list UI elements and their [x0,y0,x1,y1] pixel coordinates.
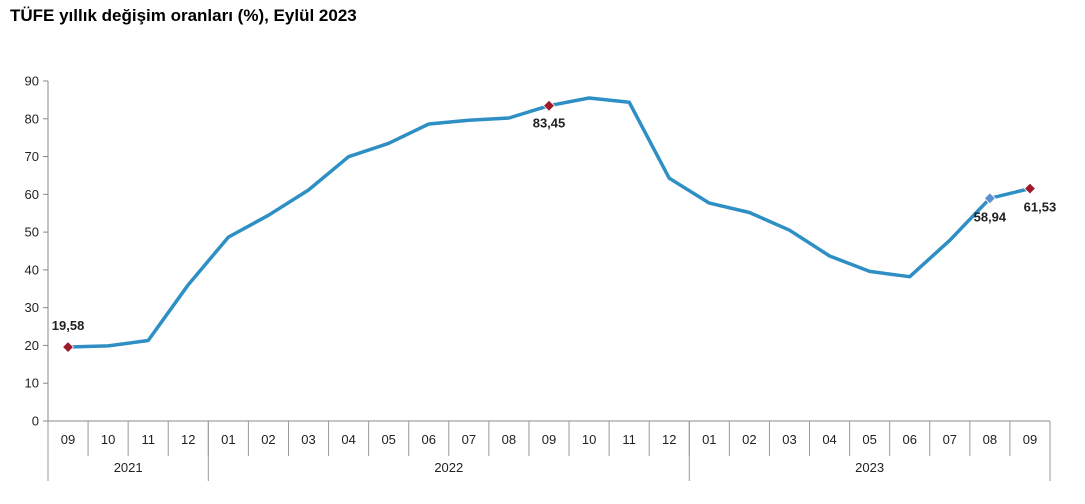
y-tick-label: 50 [25,225,39,240]
y-tick-label: 20 [25,338,39,353]
x-tick-label: 08 [502,432,516,447]
x-tick-label: 07 [943,432,957,447]
y-tick-label: 30 [25,300,39,315]
y-tick-label: 70 [25,149,39,164]
x-tick-label: 09 [1023,432,1037,447]
x-tick-label: 04 [822,432,836,447]
x-tick-label: 05 [381,432,395,447]
x-tick-label: 03 [782,432,796,447]
x-tick-label: 06 [422,432,436,447]
x-tick-label: 12 [181,432,195,447]
x-year-label: 2022 [434,460,463,475]
x-tick-label: 09 [542,432,556,447]
x-tick-label: 09 [61,432,75,447]
series-line [66,96,1032,349]
x-tick-label: 07 [462,432,476,447]
data-label: 58,94 [974,209,1007,224]
data-point-marker [542,99,556,112]
x-tick-label: 03 [301,432,315,447]
x-tick-label: 10 [582,432,596,447]
x-tick-label: 11 [622,432,636,447]
data-point-marker [61,340,75,354]
x-year-label: 2023 [855,460,884,475]
x-tick-label: 04 [341,432,355,447]
x-tick-label: 01 [221,432,235,447]
x-tick-label: 02 [742,432,756,447]
data-point-marker [983,192,996,205]
x-year-label: 2021 [114,460,143,475]
data-label: 83,45 [533,116,566,131]
chart-title: TÜFE yıllık değişim oranları (%), Eylül … [10,6,357,25]
data-label: 19,58 [52,318,85,333]
y-tick-label: 90 [25,74,39,89]
x-tick-label: 10 [101,432,115,447]
data-label: 61,53 [1024,200,1057,215]
y-tick-label: 40 [25,262,39,277]
x-tick-label: 12 [662,432,676,447]
data-point-marker [1023,182,1037,195]
x-tick-label: 06 [902,432,916,447]
x-tick-label: 02 [261,432,275,447]
y-tick-label: 60 [25,187,39,202]
x-tick-label: 01 [702,432,716,447]
y-tick-label: 80 [25,111,39,126]
x-tick-label: 11 [141,432,155,447]
x-tick-label: 05 [862,432,876,447]
y-tick-label: 0 [32,414,39,429]
y-tick-label: 10 [25,376,39,391]
x-tick-label: 08 [983,432,997,447]
